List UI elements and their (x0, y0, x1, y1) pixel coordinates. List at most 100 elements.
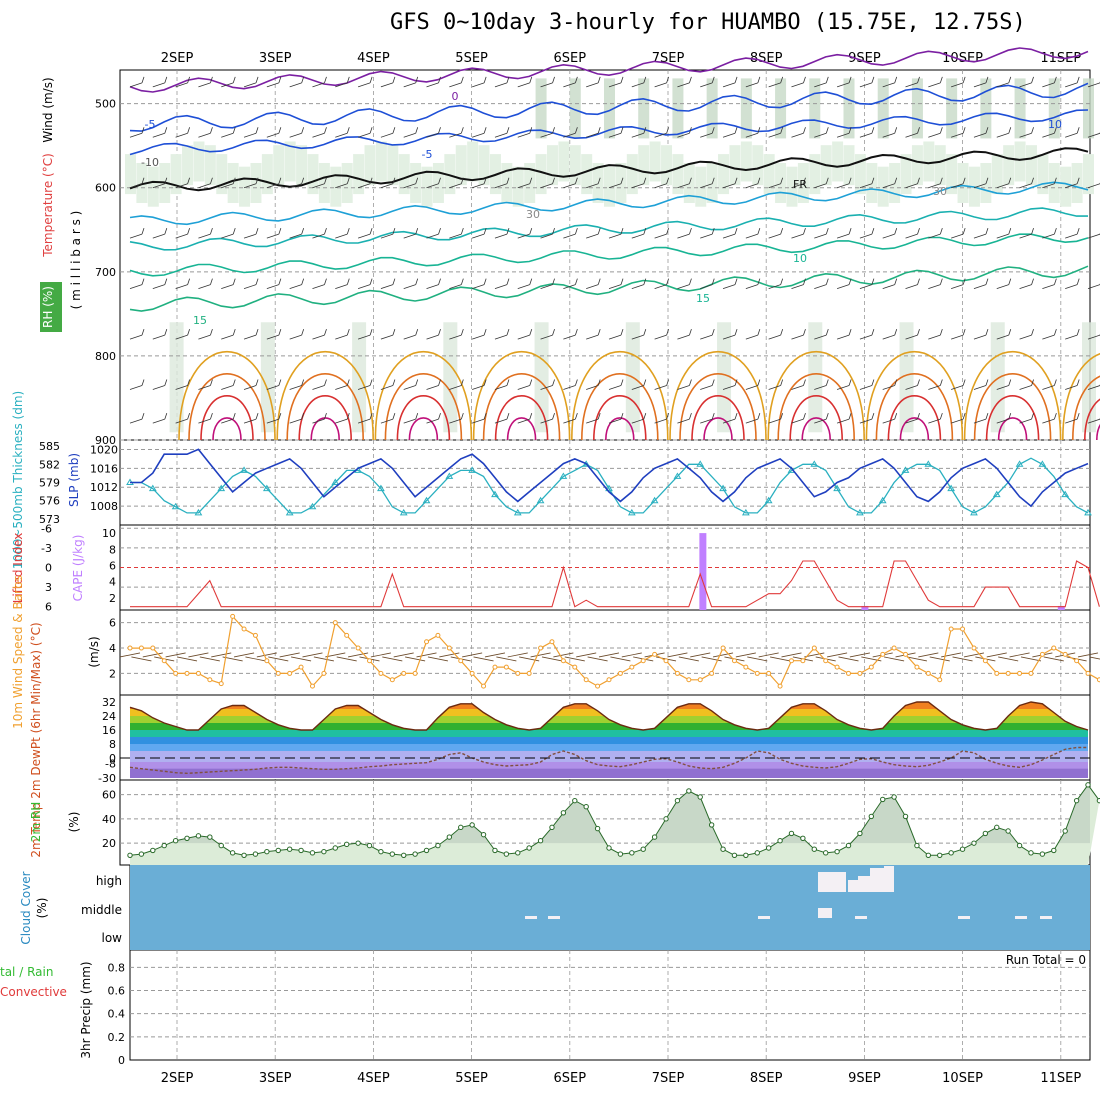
cape-tick: 6 (109, 559, 116, 572)
wind-barb (369, 278, 373, 285)
wind10-barb (336, 656, 357, 662)
pressure-tick: 500 (95, 98, 116, 111)
wind-barb (552, 413, 555, 420)
rh-band (877, 78, 889, 139)
wind-barb (483, 177, 487, 184)
wind-barb (175, 233, 188, 239)
ylabel-cloud: Cloud Cover (19, 871, 33, 944)
wind-barb (757, 328, 761, 336)
wind-barb (232, 76, 236, 83)
rh-point (492, 847, 498, 854)
wind-barb (677, 183, 690, 189)
thickness-point (810, 460, 819, 467)
rh-band (729, 145, 741, 186)
wind-barb (324, 278, 327, 285)
cloud-block (884, 866, 894, 892)
wind-barb (575, 177, 578, 184)
wind-barb (882, 132, 895, 138)
wind-barb (825, 328, 829, 336)
wind-barb (780, 228, 784, 235)
wind-barb (836, 284, 850, 290)
wind-barb (266, 183, 279, 189)
warm-contour (384, 372, 463, 441)
wind-barb (597, 228, 601, 235)
rh-band (204, 145, 216, 186)
thickness-point (148, 484, 157, 492)
wind-barb (905, 82, 918, 88)
rh-point (458, 824, 464, 831)
rh-band (786, 166, 798, 207)
wind-barb (814, 183, 827, 189)
wind-barb (836, 82, 850, 88)
wind-barb (882, 233, 895, 239)
rh-tick: 20 (102, 837, 116, 850)
wind-barb (278, 228, 282, 235)
wind10-barb (986, 652, 1007, 658)
wind-barb (905, 183, 918, 189)
wind-barb (791, 183, 804, 189)
rh-band (421, 166, 433, 207)
wind-barb (266, 334, 279, 340)
rh-band (695, 166, 707, 207)
wind-barb (221, 284, 234, 290)
wind10-point (412, 670, 418, 676)
li-tick: 3 (45, 581, 52, 594)
chart-title: GFS 0~10day 3-hourly for HUAMBO (15.75E,… (390, 10, 1026, 35)
wind-barb (757, 413, 761, 420)
wind-barb (780, 177, 784, 184)
thickness-point (719, 484, 727, 492)
contour-label: 30 (526, 208, 540, 221)
wind-barb (734, 278, 738, 285)
wind-barb (152, 82, 165, 88)
rh-band (934, 145, 946, 186)
wind-barb (426, 334, 439, 340)
wind10-point (903, 651, 909, 657)
wind-barb (666, 328, 669, 336)
rh-point (127, 852, 133, 858)
wind-barb (962, 328, 966, 336)
wind-barb (722, 418, 736, 424)
wind-barb (586, 334, 599, 340)
rh-point (822, 850, 829, 856)
warm-contour (212, 417, 242, 441)
wind-barb (643, 379, 647, 386)
rh-band (832, 141, 844, 182)
wind-barb (494, 183, 508, 189)
rh-point (1073, 797, 1080, 804)
rh-point (195, 833, 202, 839)
wind10-point (720, 645, 726, 651)
wind-barb (973, 183, 987, 189)
rh-band (775, 78, 787, 139)
rh-point (1096, 797, 1100, 804)
wind-barb (210, 177, 213, 184)
wind-barb (266, 82, 279, 88)
wind-barb (928, 233, 941, 239)
wind10-barb (348, 652, 369, 658)
wind10-barb (530, 652, 551, 658)
wind-barb (266, 418, 279, 424)
wind-barb (392, 127, 396, 134)
wind-barb (745, 418, 758, 424)
wind-barb (734, 413, 738, 420)
rh-band (569, 145, 581, 186)
wind-barb (540, 132, 553, 138)
rh-point (172, 838, 179, 844)
wind10-point (640, 658, 646, 664)
cloud-block (818, 872, 846, 892)
wind-barb (438, 413, 441, 420)
wind-barb (905, 385, 918, 390)
wind-barb (210, 127, 213, 134)
wind-barb (210, 328, 213, 336)
rh-band (638, 78, 650, 139)
wind-barb (620, 228, 624, 235)
wind-barb (335, 233, 348, 239)
rh-point (880, 796, 886, 803)
wind-barb (289, 233, 302, 239)
wind-barb (803, 413, 806, 420)
rh-band (706, 78, 718, 139)
wind-barb (848, 127, 852, 134)
wind-barb (301, 379, 305, 386)
wind10-point (994, 670, 1000, 676)
date-label-top: 8SEP (750, 51, 783, 66)
wind-barb (814, 334, 827, 340)
